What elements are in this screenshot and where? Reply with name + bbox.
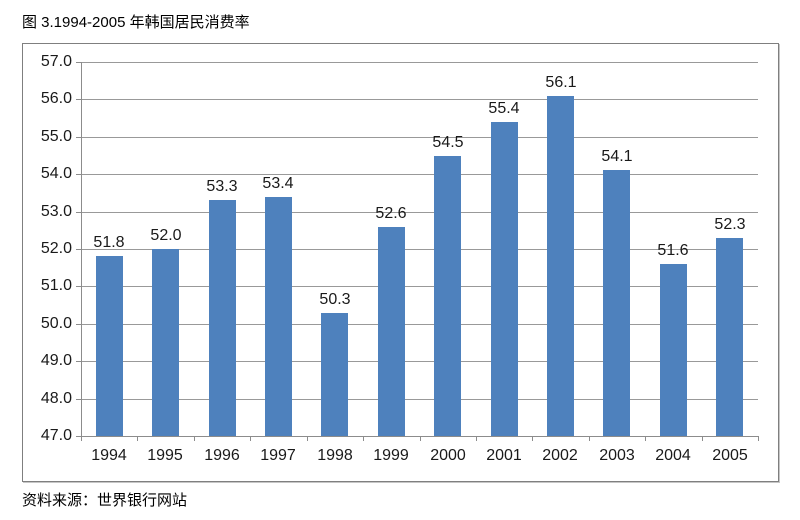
gridline [81,137,758,138]
x-axis-label: 2004 [655,447,691,464]
x-axis-tick [589,436,590,441]
x-axis-label: 1999 [373,447,409,464]
x-axis-tick [307,436,308,441]
y-axis-label: 49.0 [40,352,72,369]
y-axis-label: 50.0 [40,315,72,332]
bar [547,96,574,436]
x-axis-tick [702,436,703,441]
bar [321,313,348,436]
x-axis-tick [532,436,533,441]
gridline [81,286,758,287]
bar [660,264,687,436]
x-axis-tick [363,436,364,441]
bar-value-label: 52.0 [150,227,182,244]
y-axis-tick [76,249,81,250]
y-axis-label: 48.0 [40,390,72,407]
x-axis-tick [250,436,251,441]
x-axis-line [81,436,758,437]
bar [434,156,461,437]
gridline [81,399,758,400]
gridline [81,361,758,362]
bar [209,200,236,436]
bar [152,249,179,436]
bar-value-label: 51.8 [93,234,125,251]
x-axis-label: 1995 [147,447,183,464]
y-axis-label: 52.0 [40,240,72,257]
y-axis-tick [76,436,81,437]
y-axis-label: 56.0 [40,90,72,107]
y-axis-tick [76,62,81,63]
bar-value-label: 54.1 [601,148,633,165]
bar [265,197,292,436]
bar-value-label: 51.6 [657,242,689,259]
bar-value-label: 53.3 [206,178,238,195]
y-axis-label: 51.0 [40,277,72,294]
y-axis-line [81,62,82,436]
y-axis-tick [76,137,81,138]
gridline [81,99,758,100]
x-axis-tick [645,436,646,441]
bar [96,256,123,436]
y-axis-tick [76,212,81,213]
x-axis-tick [420,436,421,441]
y-axis-label: 55.0 [40,128,72,145]
y-axis-tick [76,399,81,400]
y-axis-tick [76,361,81,362]
x-axis-label: 1996 [204,447,240,464]
gridline [81,249,758,250]
y-axis-label: 53.0 [40,203,72,220]
chart-area: 57.0 56.0 55.0 54.0 53.0 52.0 51.0 50.0 49.0 48.0… [22,43,779,482]
y-axis-tick [76,174,81,175]
bar-value-label: 54.5 [432,134,464,151]
x-axis-label: 1998 [317,447,353,464]
y-axis-tick [76,324,81,325]
x-axis-tick [476,436,477,441]
gridline [81,212,758,213]
bar-value-label: 50.3 [319,291,351,308]
x-axis-tick [194,436,195,441]
bar-value-label: 52.3 [714,216,746,233]
bar-value-label: 53.4 [262,175,294,192]
y-axis-tick [76,99,81,100]
bar-value-label: 52.6 [375,205,407,222]
y-axis-tick [76,286,81,287]
x-axis-tick [758,436,759,441]
x-axis-label: 2003 [599,447,635,464]
x-axis-label: 1997 [260,447,296,464]
x-axis-label: 2002 [542,447,578,464]
source-note: 资料来源：世界银行网站 [22,492,188,509]
bar [603,170,630,436]
y-axis-label: 57.0 [40,53,72,70]
bar [491,122,518,436]
bar [378,227,405,436]
x-axis-label: 2001 [486,447,522,464]
bar [716,238,743,436]
gridline [81,174,758,175]
bar-value-label: 55.4 [488,100,520,117]
y-axis-label: 47.0 [40,427,72,444]
gridline [81,62,758,63]
x-axis-label: 2005 [712,447,748,464]
y-axis-label: 54.0 [40,165,72,182]
figure-title: 图 3.1994-2005 年韩国居民消费率 [22,14,250,31]
x-axis-label: 1994 [91,447,127,464]
x-axis-tick [137,436,138,441]
x-axis-tick [81,436,82,441]
x-axis-label: 2000 [430,447,466,464]
gridline [81,324,758,325]
bar-value-label: 56.1 [545,74,577,91]
